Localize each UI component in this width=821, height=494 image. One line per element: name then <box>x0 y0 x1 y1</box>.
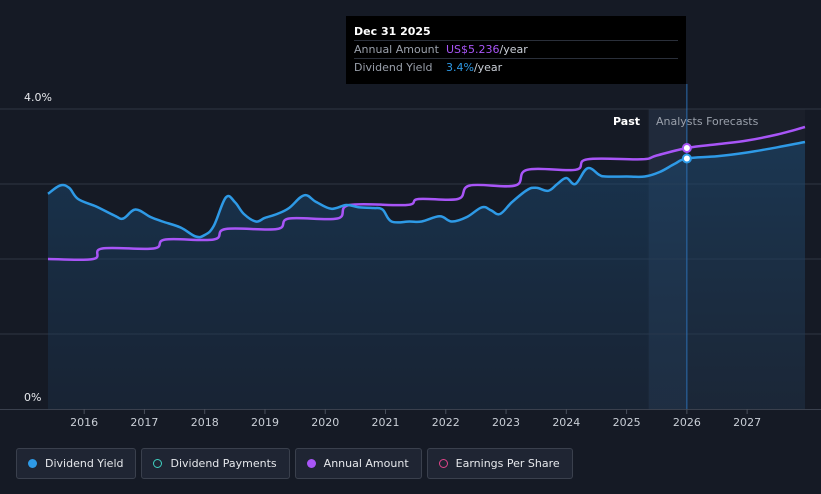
legend-item-dividend-yield[interactable]: Dividend Yield <box>16 448 137 479</box>
x-tick-label: 2027 <box>733 416 761 429</box>
legend: Dividend Yield Dividend Payments Annual … <box>16 448 573 479</box>
y-tick-label: 4.0% <box>24 91 52 104</box>
annual-amount-dot-icon <box>306 459 316 468</box>
dividend-yield-dot-icon <box>28 459 37 468</box>
tooltip-yield-label: Dividend Yield <box>354 61 433 74</box>
x-tick-label: 2022 <box>432 416 460 429</box>
analysts-forecasts-label: Analysts Forecasts <box>656 115 759 128</box>
y-tick-label: 0% <box>24 391 41 404</box>
legend-label: Annual Amount <box>323 457 409 470</box>
x-tick-label: 2023 <box>492 416 520 429</box>
tooltip-annual-label: Annual Amount <box>354 43 439 56</box>
past-label: Past <box>613 115 640 128</box>
legend-label: Dividend Payments <box>170 457 277 470</box>
dividend-yield-area <box>48 142 805 409</box>
dividend-yield-line <box>47 140 806 239</box>
tooltip-date: Dec 31 2025 <box>354 25 431 38</box>
tooltip-annual-value: US$5.236 <box>446 43 500 56</box>
tooltip-yield-unit: /year <box>473 61 503 74</box>
x-tick-label: 2026 <box>673 416 701 429</box>
x-tick-label: 2020 <box>311 416 339 429</box>
x-tick-label: 2021 <box>372 416 400 429</box>
x-tick-label: 2025 <box>613 416 641 429</box>
legend-label: Dividend Yield <box>45 457 124 470</box>
legend-item-earnings-per-share[interactable]: Earnings Per Share <box>426 448 573 479</box>
legend-item-annual-amount[interactable]: Annual Amount <box>294 448 422 479</box>
dividend-payments-dot-icon <box>153 459 163 468</box>
tooltip-yield-value: 3.4% <box>446 61 474 74</box>
annual-amount-marker <box>681 143 692 153</box>
tooltip-row-annual: Annual Amount US$5.236/year <box>354 40 678 58</box>
legend-label: Earnings Per Share <box>455 457 560 470</box>
x-tick-label: 2024 <box>552 416 580 429</box>
tooltip-row-yield: Dividend Yield 3.4%/year <box>354 58 678 76</box>
legend-item-dividend-payments[interactable]: Dividend Payments <box>141 448 290 479</box>
x-tick-label: 2017 <box>130 416 158 429</box>
x-tick-label: 2016 <box>70 416 98 429</box>
tooltip: Dec 31 2025 Annual Amount US$5.236/year … <box>346 16 686 84</box>
tooltip-annual-unit: /year <box>499 43 528 56</box>
y-tick-labels: 0% 4.0% <box>24 91 52 404</box>
x-tick-label: 2019 <box>251 416 279 429</box>
x-tick-label: 2018 <box>191 416 219 429</box>
x-tick-labels: 2016 2017 2018 2019 2020 2021 2022 2023 2024 2025… <box>70 409 761 429</box>
dividend-yield-marker <box>681 153 692 164</box>
earnings-per-share-dot-icon <box>438 459 448 468</box>
